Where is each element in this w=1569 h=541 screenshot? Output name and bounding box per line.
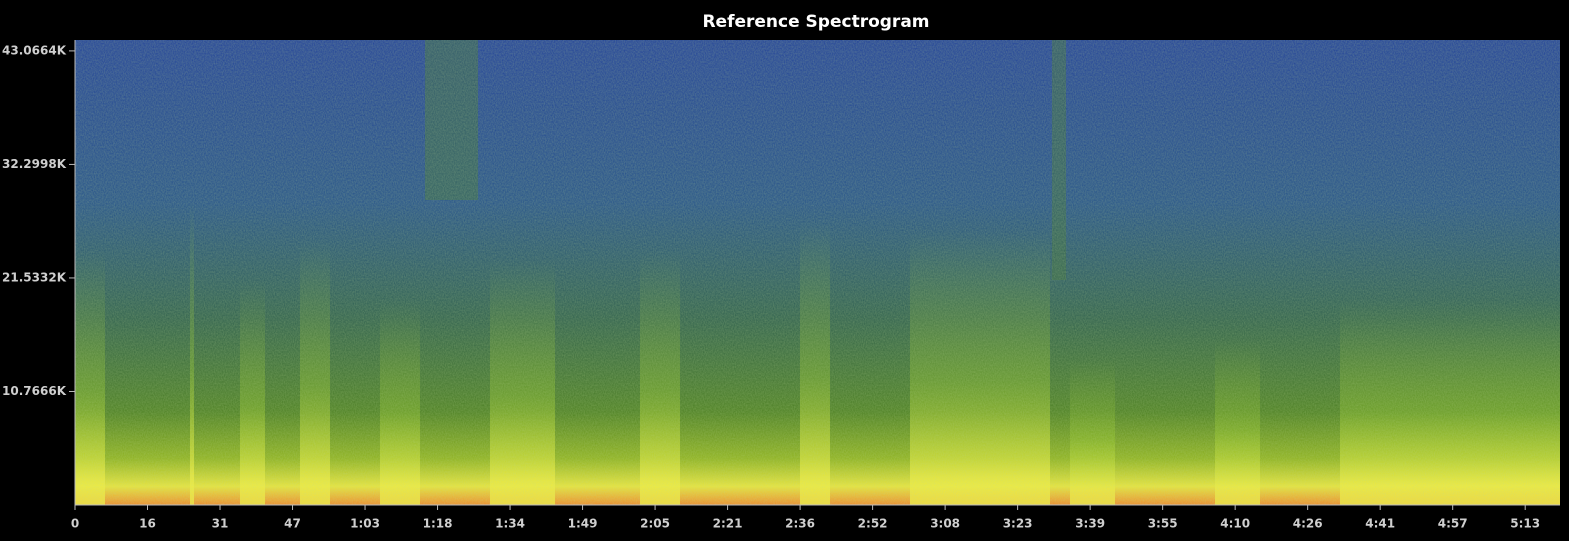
x-tick-label: 4:26 [1293,517,1323,531]
x-tick-label: 3:39 [1075,517,1105,531]
x-tick-label: 1:34 [495,517,525,531]
y-tick-label: 32.2998K [2,157,67,171]
spectrogram-texture [75,40,1560,505]
x-tick-label: 3:55 [1148,517,1178,531]
y-tick-label: 10.7666K [2,384,67,398]
x-tick-label: 0 [71,517,79,531]
chart-title: Reference Spectrogram [702,12,929,32]
x-tick-label: 5:13 [1510,517,1540,531]
x-tick-label: 2:52 [858,517,888,531]
x-tick-label: 4:57 [1438,517,1468,531]
x-tick-label: 2:36 [785,517,815,531]
x-tick-label: 4:10 [1220,517,1250,531]
x-tick-label: 1:49 [568,517,598,531]
x-tick-label: 3:08 [930,517,960,531]
x-tick-label: 47 [284,517,301,531]
x-tick-label: 1:03 [350,517,380,531]
x-tick-label: 3:23 [1003,517,1033,531]
y-tick-label: 21.5332K [2,270,67,284]
x-tick-label: 2:05 [640,517,670,531]
x-tick-label: 1:18 [423,517,453,531]
x-tick-label: 4:41 [1365,517,1395,531]
y-tick-label: 43.0664K [2,43,67,57]
x-tick-label: 2:21 [713,517,743,531]
spectrogram-image [75,40,1560,505]
x-tick-label: 31 [212,517,229,531]
x-tick-label: 16 [139,517,156,531]
